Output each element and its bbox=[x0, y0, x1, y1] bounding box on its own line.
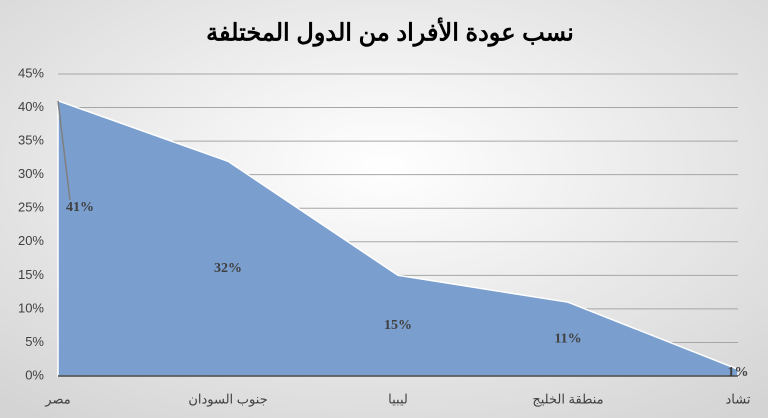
y-tick-label: 5% bbox=[25, 334, 44, 349]
y-tick-label: 40% bbox=[18, 99, 44, 114]
y-tick-label: 25% bbox=[18, 200, 44, 215]
value-label: 11% bbox=[554, 331, 581, 346]
value-label: 1% bbox=[728, 365, 749, 380]
value-label: 41% bbox=[66, 200, 94, 215]
x-tick-label: تشاد bbox=[726, 391, 751, 406]
x-tick-label: جنوب السودان bbox=[188, 391, 267, 407]
value-label: 15% bbox=[384, 318, 412, 333]
chart-title: نسب عودة الأفراد من الدول المختلفة bbox=[206, 15, 574, 47]
y-tick-label: 0% bbox=[25, 367, 44, 382]
leader-line bbox=[57, 100, 71, 201]
y-tick-label: 45% bbox=[18, 65, 44, 80]
x-tick-label: مصر bbox=[44, 391, 70, 407]
value-label: 32% bbox=[214, 261, 242, 276]
y-tick-label: 10% bbox=[18, 300, 44, 315]
y-tick-label: 35% bbox=[18, 133, 44, 148]
x-tick-label: منطقة الخليج bbox=[532, 391, 603, 407]
y-tick-label: 15% bbox=[18, 267, 44, 282]
y-tick-label: 30% bbox=[18, 166, 44, 181]
y-tick-label: 20% bbox=[18, 233, 44, 248]
x-tick-label: ليبيا bbox=[388, 391, 408, 406]
